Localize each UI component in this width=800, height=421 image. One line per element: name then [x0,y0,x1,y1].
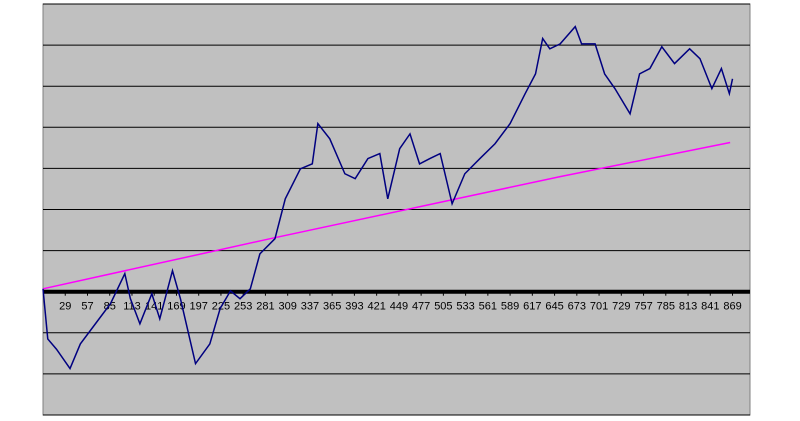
x-tick-label: 757 [634,301,652,313]
x-tick-label: 365 [323,301,341,313]
x-tick-label: 197 [190,301,208,313]
x-tick-label: 813 [679,301,697,313]
x-tick-label: 57 [81,301,93,313]
x-tick-label: 393 [345,301,363,313]
x-tick-label: 505 [434,301,452,313]
x-tick-label: 477 [412,301,430,313]
x-tick-label: 869 [723,301,741,313]
x-tick-label: 785 [657,301,675,313]
x-tick-label: 589 [501,301,519,313]
x-tick-label: 645 [545,301,563,313]
x-tick-label: 421 [367,301,385,313]
data-line [42,25,734,371]
x-tick-label: 841 [701,301,719,313]
x-tick-label: 113 [123,301,141,313]
x-tick-label: 701 [590,301,608,313]
x-tick-label: 617 [523,301,541,313]
x-tick-label: 561 [479,301,497,313]
x-tick-label: 281 [256,301,274,313]
x-tick-label: 337 [301,301,319,313]
x-tick-label: 449 [390,301,408,313]
x-tick-label: 729 [612,301,630,313]
x-tick-label: 309 [278,301,296,313]
x-tick-label: 29 [59,301,71,313]
x-tick-label: 253 [234,301,252,313]
x-tick-label: 673 [568,301,586,313]
x-tick-label: 533 [456,301,474,313]
x-tick-label: 141 [145,301,163,313]
data-line [42,141,731,290]
